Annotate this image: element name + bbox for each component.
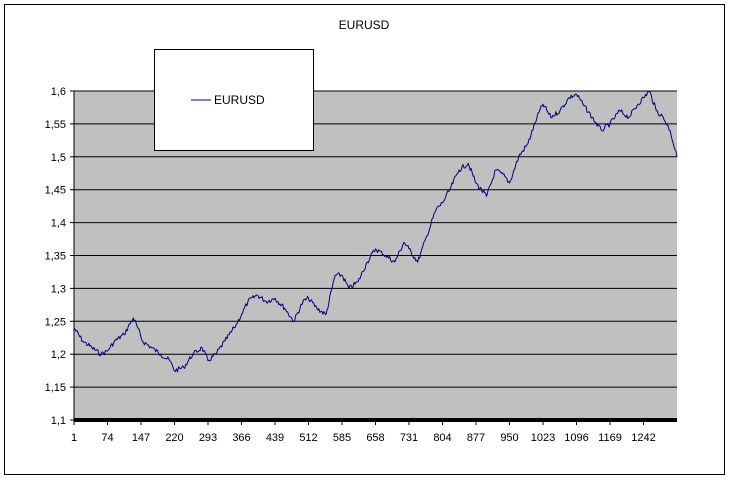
x-tick-label: 366 <box>232 432 250 444</box>
x-tick-label: 1242 <box>631 432 655 444</box>
series-line-eurusd <box>73 90 678 373</box>
legend: EURUSD <box>154 49 314 151</box>
y-tick-label: 1,35 <box>45 251 66 263</box>
y-tick-label: 1,25 <box>45 316 66 328</box>
y-tick-label: 1,45 <box>45 185 66 197</box>
x-tick-label: 877 <box>467 432 485 444</box>
y-axis: 1,1 1,15 1,2 1,25 1,3 1,35 1,4 1,45 1,5 1,55 1,6 <box>45 86 75 427</box>
x-tick-label: 512 <box>299 432 317 444</box>
legend-box <box>154 49 314 151</box>
y-tick-label: 1,6 <box>51 86 66 98</box>
legend-label: EURUSD <box>214 93 265 107</box>
y-tick-label: 1,3 <box>51 283 66 295</box>
x-tick-label: 585 <box>333 432 351 444</box>
y-tick-label: 1,15 <box>45 382 66 394</box>
chart-title: EURUSD <box>339 18 390 32</box>
x-tick-label: 293 <box>199 432 217 444</box>
x-axis: 1 74 147 220 293 366 439 512 585 658 731 804 877 950 1… <box>71 418 677 444</box>
x-tick-label: 1 <box>71 432 77 444</box>
x-tick-label: 1023 <box>531 432 555 444</box>
x-tick-label: 1169 <box>598 432 622 444</box>
y-tick-label: 1,4 <box>51 218 66 230</box>
y-tick-label: 1,2 <box>51 349 66 361</box>
series-layer <box>73 90 678 373</box>
x-tick-label: 147 <box>132 432 150 444</box>
x-tick-label: 74 <box>101 432 113 444</box>
x-tick-label: 658 <box>366 432 384 444</box>
x-tick-label: 950 <box>500 432 518 444</box>
x-tick-label: 804 <box>433 432 451 444</box>
x-tick-label: 731 <box>400 432 418 444</box>
y-tick-label: 1,1 <box>51 415 66 427</box>
y-tick-label: 1,55 <box>45 119 66 131</box>
x-tick-label: 220 <box>165 432 183 444</box>
x-tick-label: 439 <box>266 432 284 444</box>
x-tick-label: 1096 <box>564 432 588 444</box>
y-tick-label: 1,5 <box>51 152 66 164</box>
